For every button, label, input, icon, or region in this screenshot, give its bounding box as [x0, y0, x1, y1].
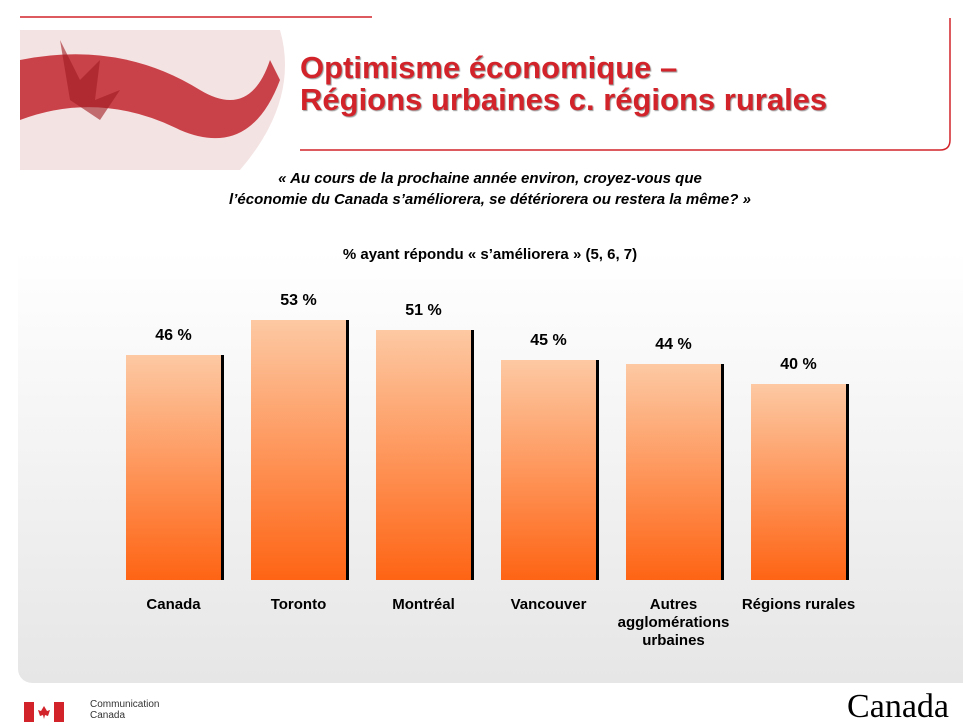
bar [751, 384, 846, 580]
wordmark: Canada [847, 688, 949, 725]
chart-subtitle: % ayant répondu « s’améliorera » (5, 6, … [342, 246, 638, 263]
x-tick-label: Toronto [270, 596, 327, 613]
decoration [20, 16, 951, 170]
department-line: Communication [90, 699, 160, 710]
title-line: Régions urbaines c. régions rurales [300, 82, 828, 117]
flag-icon [24, 702, 64, 722]
question-line: l’économie du Canada s’améliorera, se dé… [229, 191, 751, 208]
value-label: 46 % [155, 326, 192, 344]
question-line: « Au cours de la prochaine année environ… [278, 170, 702, 187]
bar [376, 330, 471, 580]
x-tick-label: Régions rurales [741, 596, 856, 613]
bar [251, 320, 346, 580]
chart-title: Optimisme économique – Régions urbaines … [300, 52, 960, 116]
x-tick-label: Vancouver [510, 596, 587, 613]
department: Communication Canada [90, 699, 159, 721]
x-tick-label: Canada [146, 596, 201, 613]
x-tick-label: Autres agglomérations urbaines [617, 596, 730, 649]
x-tick-label: Montréal [392, 596, 455, 613]
value-label: 44 % [655, 336, 692, 354]
value-label: 40 % [780, 356, 817, 373]
title-line: Optimisme économique – [300, 50, 678, 85]
chart: 46 % Canada 53 % Toronto 51 % Montréal 45 % Van… [126, 292, 856, 649]
department-line: Canada [90, 710, 126, 721]
value-label: 51 % [405, 302, 442, 320]
bar [126, 354, 221, 580]
value-label: 45 % [530, 331, 567, 349]
value-label: 53 % [280, 292, 317, 310]
bar [626, 364, 721, 580]
bar [501, 359, 596, 580]
